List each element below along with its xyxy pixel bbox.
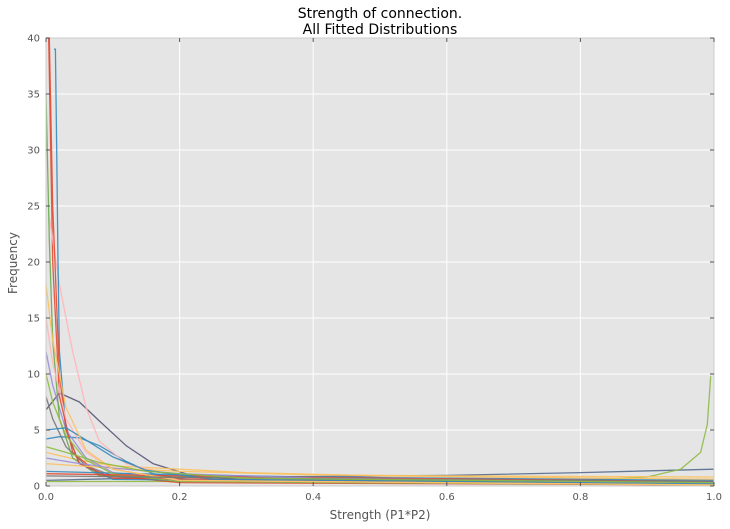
x-tick-label: 0.8	[572, 492, 588, 503]
chart-title-line2: All Fitted Distributions	[303, 22, 458, 38]
y-tick-label: 15	[27, 314, 40, 325]
chart-title-line1: Strength of connection.	[298, 6, 463, 22]
y-tick-label: 0	[34, 482, 40, 493]
y-tick-label: 10	[27, 370, 40, 381]
y-tick-label: 35	[27, 90, 40, 101]
x-tick-labels: 0.0 0.2 0.4 0.6 0.8 1.0	[38, 492, 722, 503]
x-tick-label: 0.4	[305, 492, 321, 503]
x-tick-label: 0.2	[172, 492, 188, 503]
x-tick-label: 1.0	[706, 492, 722, 503]
y-tick-label: 25	[27, 202, 40, 213]
y-axis-label: Frequency	[6, 232, 20, 294]
y-tick-label: 30	[27, 146, 40, 157]
x-tick-label: 0.0	[38, 492, 54, 503]
y-tick-labels: 0 5 10 15 20 25 30 35 40	[27, 34, 40, 493]
x-axis-label: Strength (P1*P2)	[330, 508, 431, 522]
y-tick-label: 5	[34, 426, 40, 437]
y-tick-label: 40	[27, 34, 40, 45]
y-tick-label: 20	[27, 258, 40, 269]
x-tick-label: 0.6	[439, 492, 455, 503]
